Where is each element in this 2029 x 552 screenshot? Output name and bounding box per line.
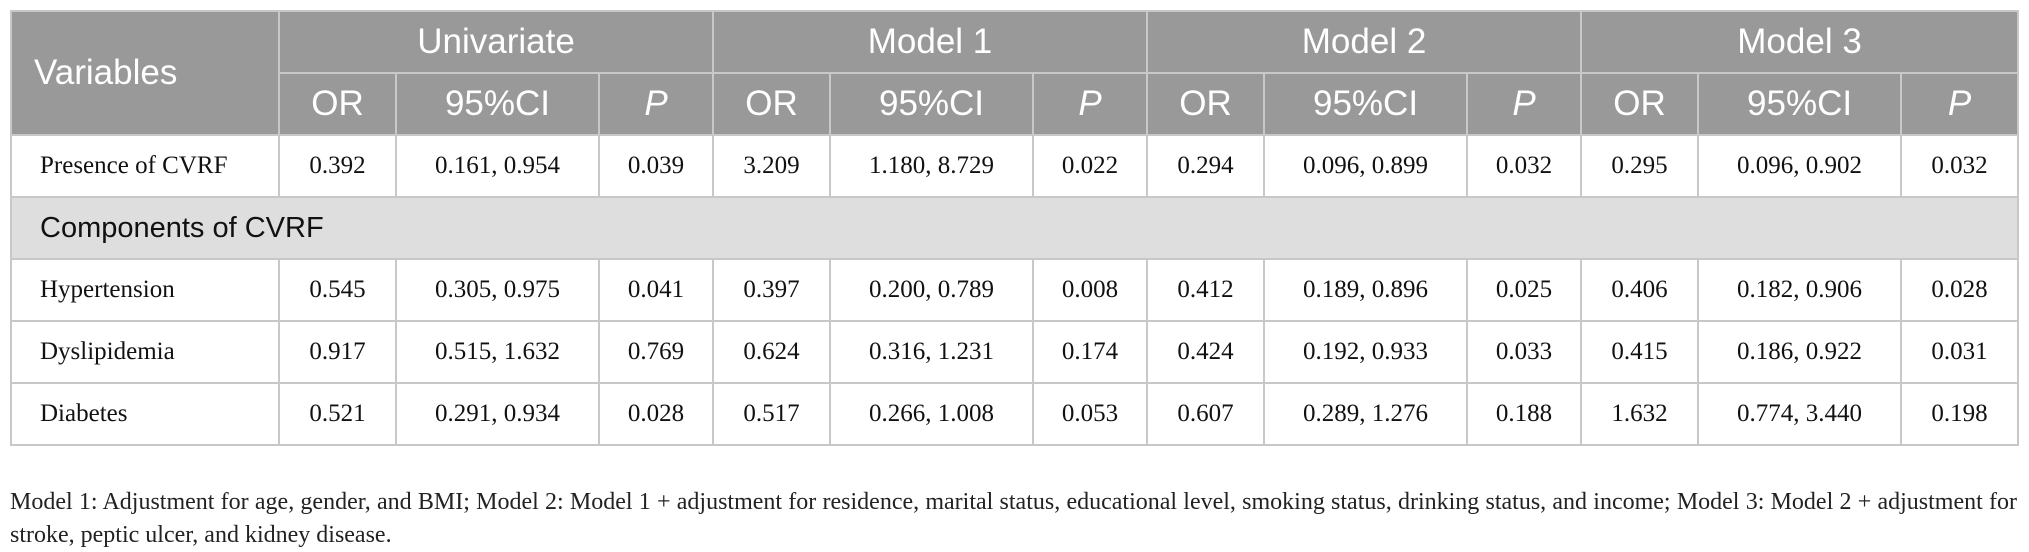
table-row: Diabetes 0.521 0.291, 0.934 0.028 0.517 …: [10, 382, 2020, 446]
cell-ci: 0.161, 0.954: [395, 134, 600, 198]
header-group-model-1: Model 1: [712, 10, 1149, 74]
table-row: Presence of CVRF 0.392 0.161, 0.954 0.03…: [10, 134, 2020, 198]
header-or: OR: [278, 72, 397, 136]
table-row: Dyslipidemia 0.917 0.515, 1.632 0.769 0.…: [10, 320, 2020, 384]
cell-or: 1.632: [1580, 382, 1700, 446]
cell-p: 0.032: [1466, 134, 1583, 198]
cell-p: 0.041: [597, 258, 715, 322]
cell-p: 0.025: [1466, 258, 1583, 322]
cell-p: 0.188: [1466, 382, 1583, 446]
cell-or: 0.521: [278, 382, 397, 446]
cell-p: 0.033: [1466, 320, 1583, 384]
cell-ci: 0.182, 0.906: [1697, 258, 1903, 322]
cell-or: 0.392: [278, 134, 397, 198]
cell-ci: 1.180, 8.729: [829, 134, 1035, 198]
header-p: P: [597, 72, 715, 136]
cell-ci: 0.305, 0.975: [395, 258, 600, 322]
cell-p: 0.053: [1032, 382, 1149, 446]
cell-ci: 0.291, 0.934: [395, 382, 600, 446]
cell-or: 0.295: [1580, 134, 1700, 198]
table-body: Presence of CVRF 0.392 0.161, 0.954 0.03…: [9, 134, 2020, 446]
cell-or: 3.209: [712, 134, 832, 198]
row-label: Presence of CVRF: [10, 134, 280, 198]
cell-or: 0.397: [712, 258, 832, 322]
header-ci: 95%CI: [395, 72, 600, 136]
cell-p: 0.031: [1900, 320, 2020, 384]
cell-or: 0.406: [1580, 258, 1700, 322]
section-row: Components of CVRF: [9, 196, 2020, 260]
table-footnote: Model 1: Adjustment for age, gender, and…: [10, 489, 2017, 548]
cell-or: 0.545: [278, 258, 397, 322]
cell-or: 0.415: [1580, 320, 1700, 384]
header-ci: 95%CI: [1263, 72, 1469, 136]
cell-or: 0.424: [1146, 320, 1266, 384]
cell-p: 0.028: [597, 382, 715, 446]
cell-ci: 0.096, 0.902: [1697, 134, 1903, 198]
header-p: P: [1032, 72, 1149, 136]
table-header: Variables Univariate Model 1 Model 2 Mod…: [10, 10, 2020, 136]
header-row-groups: Variables Univariate Model 1 Model 2 Mod…: [10, 10, 2020, 136]
header-row-subcolumns: OR 95%CI P OR 95%CI P OR 95%CI P OR 95%C…: [11, 72, 2020, 136]
section-label: Components of CVRF: [9, 196, 2020, 260]
header-p: P: [1900, 72, 2020, 136]
cell-p: 0.769: [597, 320, 715, 384]
header-ci: 95%CI: [829, 72, 1035, 136]
header-group-model-3: Model 3: [1580, 10, 2020, 74]
cell-or: 0.917: [278, 320, 397, 384]
cell-p: 0.032: [1900, 134, 2020, 198]
row-label: Hypertension: [10, 258, 280, 322]
cell-or: 0.624: [712, 320, 832, 384]
cell-ci: 0.200, 0.789: [829, 258, 1035, 322]
row-label: Dyslipidemia: [10, 320, 280, 384]
cell-p: 0.198: [1900, 382, 2020, 446]
header-group-univariate: Univariate: [277, 10, 715, 74]
results-table-container: Variables Univariate Model 1 Model 2 Mod…: [9, 10, 2020, 446]
header-or: OR: [1580, 72, 1700, 136]
row-label: Diabetes: [10, 382, 280, 446]
cell-ci: 0.096, 0.899: [1263, 134, 1469, 198]
header-or: OR: [1146, 72, 1266, 136]
cell-or: 0.412: [1146, 258, 1266, 322]
results-table: Variables Univariate Model 1 Model 2 Mod…: [9, 10, 2020, 446]
header-p: P: [1466, 72, 1583, 136]
cell-p: 0.039: [597, 134, 715, 198]
cell-ci: 0.289, 1.276: [1263, 382, 1469, 446]
cell-ci: 0.186, 0.922: [1697, 320, 1903, 384]
cell-ci: 0.316, 1.231: [829, 320, 1035, 384]
cell-p: 0.022: [1032, 134, 1149, 198]
header-group-model-2: Model 2: [1146, 10, 1583, 74]
cell-or: 0.607: [1146, 382, 1266, 446]
header-or: OR: [712, 72, 832, 136]
cell-ci: 0.266, 1.008: [829, 382, 1035, 446]
table-row: Hypertension 0.545 0.305, 0.975 0.041 0.…: [10, 258, 2020, 322]
cell-ci: 0.189, 0.896: [1263, 258, 1469, 322]
cell-or: 0.517: [712, 382, 832, 446]
cell-p: 0.028: [1900, 258, 2020, 322]
cell-ci: 0.515, 1.632: [395, 320, 600, 384]
header-ci: 95%CI: [1697, 72, 1903, 136]
cell-or: 0.294: [1146, 134, 1266, 198]
cell-p: 0.008: [1032, 258, 1149, 322]
cell-ci: 0.774, 3.440: [1697, 382, 1903, 446]
cell-ci: 0.192, 0.933: [1263, 320, 1469, 384]
cell-p: 0.174: [1032, 320, 1149, 384]
header-variables: Variables: [10, 10, 280, 136]
